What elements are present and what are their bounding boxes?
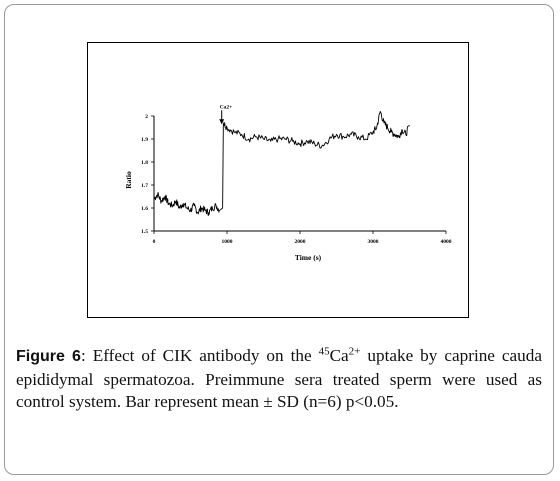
- x-tick-label: 1000: [222, 239, 233, 245]
- y-tick-label: 1.8: [141, 160, 148, 166]
- y-tick-label: 1.5: [141, 229, 148, 235]
- figure-caption: Figure 6: Effect of CIK antibody on the …: [16, 345, 542, 414]
- chart-ticks: 0 1000 2000 3000 4000 1.5 1.6 1.7 1.8 1.9 2: [141, 114, 452, 245]
- chart-annotation: Ca2+: [219, 104, 233, 125]
- y-tick-label: 1.9: [141, 137, 148, 143]
- caption-text-element: Ca: [329, 346, 349, 365]
- x-tick-label: 4000: [441, 239, 452, 245]
- caption-sup-isotope: 45: [318, 345, 330, 358]
- y-axis-title: Ratio: [124, 171, 133, 189]
- plot-border: [87, 42, 469, 318]
- chart-series: [153, 110, 410, 217]
- annotation-label: Ca2+: [220, 104, 233, 110]
- x-axis-title: Time (s): [295, 253, 322, 262]
- y-tick-label: 1.6: [141, 206, 148, 212]
- y-tick-label: 1.7: [141, 183, 148, 189]
- y-tick-label: 2: [145, 114, 148, 120]
- annotation-arrow-head: [219, 119, 225, 125]
- series-line: [153, 110, 410, 217]
- x-tick-label: 0: [153, 239, 156, 245]
- caption-text-2: uptake by caprine cauda epididymal sperm…: [16, 346, 543, 411]
- figure-label: Figure 6: [16, 348, 81, 365]
- x-tick-label: 3000: [368, 239, 379, 245]
- x-tick-label: 2000: [295, 239, 306, 245]
- caption-text-1: : Effect of CIK antibody on the: [80, 346, 319, 365]
- caption-sup-charge: 2+: [348, 345, 361, 358]
